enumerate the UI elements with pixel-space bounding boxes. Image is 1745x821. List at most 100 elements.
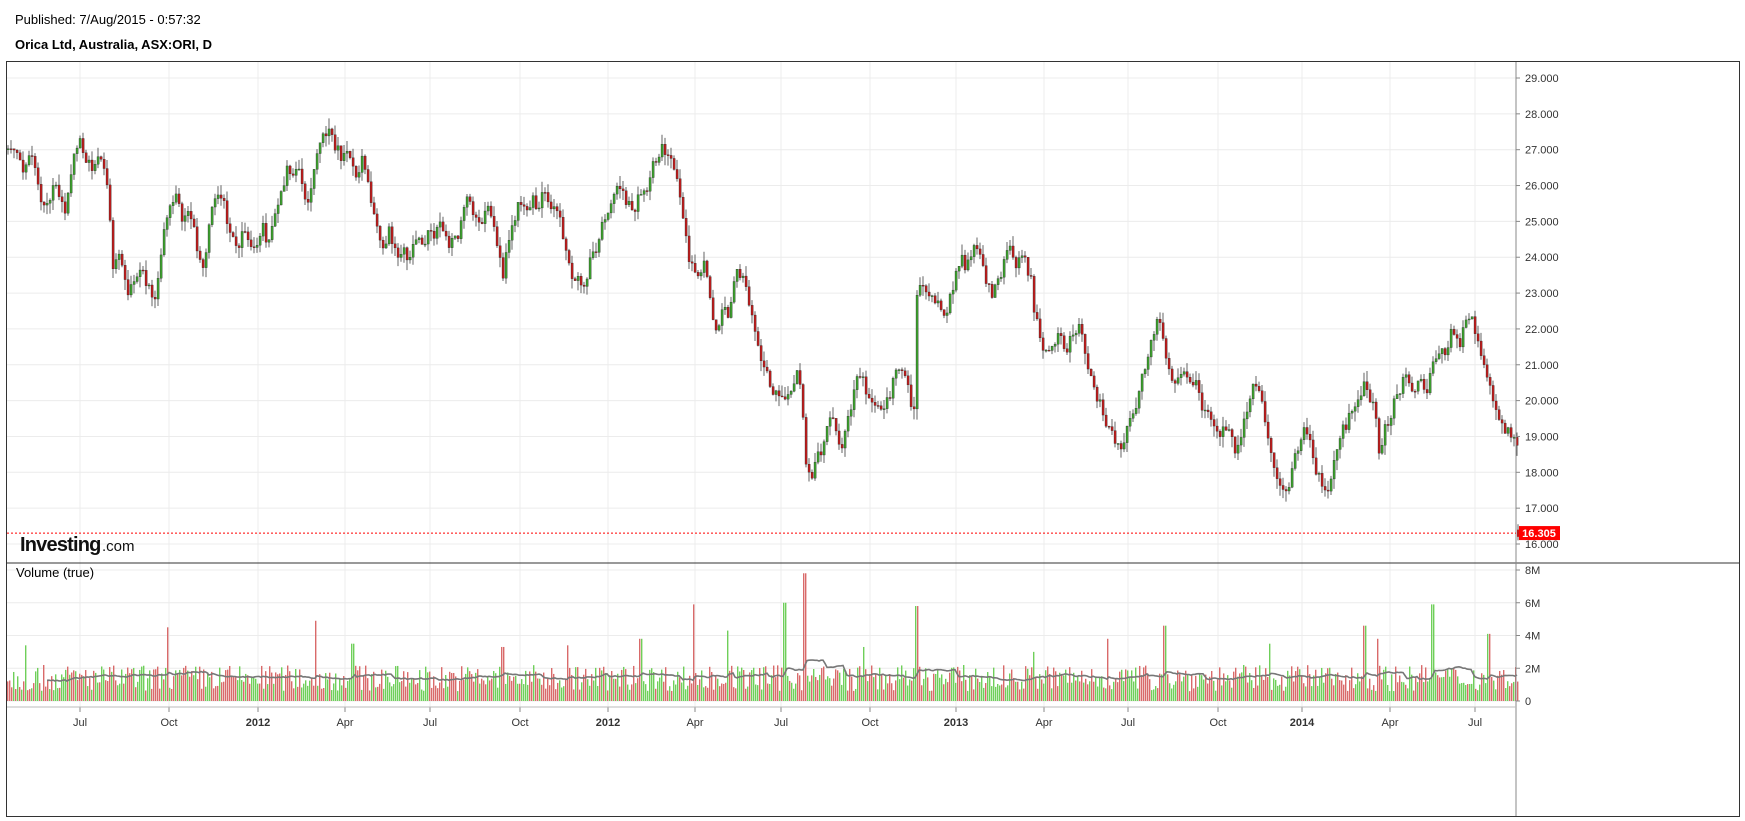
candle-body [633,209,637,212]
volume-bar [609,675,611,701]
candle-body [102,159,106,169]
volume-bar [259,683,261,701]
volume-bar [1055,671,1057,701]
candle-body [387,226,391,245]
volume-bar [469,671,471,701]
volume-bar [101,666,103,701]
volume-bar [67,666,69,701]
candle-body [1296,450,1300,454]
volume-bar [1197,686,1199,701]
volume-bar [809,681,811,701]
candle-body [621,188,625,191]
candle-body [1152,334,1156,341]
time-tick-label: Apr [686,717,703,729]
volume-bar [851,676,853,701]
candle-body [1170,368,1174,381]
volume-bar [1397,682,1399,701]
candle-body [429,230,433,232]
candle-body [1434,358,1438,362]
candle-body [336,145,340,151]
volume-bar [1405,684,1407,701]
volume-bar [717,678,719,701]
candle-body [204,252,208,268]
volume-bar [689,675,691,701]
candle-body [960,254,964,267]
volume-bar [1053,667,1055,701]
volume-bar [1173,684,1175,701]
candle-body [189,211,193,220]
candle-body [150,284,154,298]
volume-bar [843,668,845,701]
volume-bar [125,673,127,701]
candle-body [678,178,682,198]
volume-bar [25,645,27,701]
volume-bar [913,668,915,701]
volume-bar [307,685,309,701]
volume-bar [443,688,445,701]
volume-bar [711,671,713,701]
volume-bar [561,687,563,701]
candle-body [1134,408,1138,414]
candle-body [1218,431,1222,437]
candle-body [672,158,676,170]
candle-body [891,378,895,399]
candle-body [1032,276,1036,313]
candle-body [84,152,88,163]
candle-body [1464,319,1468,328]
volume-bar [59,687,61,701]
volume-bar [571,674,573,701]
candle-body [1314,457,1318,475]
volume-bar [849,668,851,701]
candle-body [321,133,325,143]
candle-body [357,172,361,178]
candle-body [642,190,646,195]
volume-bar [493,670,495,701]
candle-body [480,222,484,224]
candle-body [1236,444,1240,454]
volume-bar [115,680,117,701]
volume-bar [805,573,807,701]
volume-bar [1311,686,1313,701]
volume-bar [107,681,109,701]
candle-body [495,226,499,246]
volume-bar [737,666,739,701]
candle-body [354,166,358,178]
volume-bar [209,677,211,701]
candle-body [111,220,115,270]
price-volume-chart[interactable]: 16.000 17.000 18.000 19.000 20.000 21.000 22.0… [7,62,1739,816]
volume-bar [1491,676,1493,701]
candle-body [456,235,460,239]
candle-body [1353,406,1357,412]
volume-bar [573,689,575,701]
volume-bar [1151,690,1153,701]
candle-body [1419,378,1423,382]
volume-bar [1517,681,1519,701]
volume-bar [1309,674,1311,701]
volume-bar [227,669,229,701]
volume-bar [1225,681,1227,701]
volume-bar [1165,625,1167,701]
volume-bar [137,681,139,701]
volume-bar [785,602,787,701]
volume-bar [1481,673,1483,701]
volume-bar [185,665,187,701]
candle-body [918,285,922,296]
volume-bar [1011,669,1013,701]
volume-bar [153,669,155,701]
volume-bar [205,686,207,701]
candle-body [885,397,889,409]
volume-bar [719,686,721,701]
volume-bar [773,665,775,701]
volume-bars [7,573,1519,701]
candle-body [708,276,712,298]
volume-bar [1097,686,1099,701]
volume-bar [383,688,385,701]
candle-body [180,203,184,222]
volume-bar [777,665,779,701]
volume-bar [725,682,727,701]
volume-bar [481,678,483,701]
candle-body [1191,381,1195,386]
volume-bar [731,665,733,701]
candle-body [159,254,163,279]
candle-body [936,300,940,304]
